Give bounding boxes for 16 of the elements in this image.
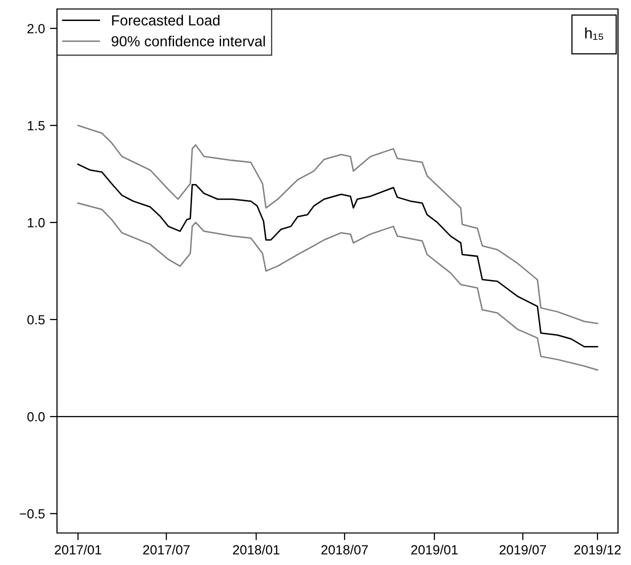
legend-label: 90% confidence interval	[112, 36, 265, 46]
y-tick-label: 0.0	[27, 412, 45, 422]
x-tick-label: 2018/01	[233, 544, 280, 554]
y-tick-label: 2.0	[28, 24, 45, 34]
y-tick-label: 1.5	[28, 121, 45, 130]
y-tick-label: 1.0	[28, 218, 45, 228]
annotation: h₁₅	[585, 27, 604, 40]
x-tick-label: 2019/07	[500, 544, 546, 554]
legend-label: Forecasted Load	[112, 14, 220, 26]
x-tick-label: 2018/07	[321, 544, 368, 554]
x-tick-label: 2017/01	[54, 544, 102, 554]
y-tick-label: 0.5	[27, 315, 45, 324]
x-tick-label: 2017/07	[143, 544, 190, 554]
x-tick-label: 2019/01	[411, 544, 458, 554]
x-tick-label: 2019/12	[574, 544, 621, 554]
y-tick-label: −0.5	[20, 509, 45, 519]
